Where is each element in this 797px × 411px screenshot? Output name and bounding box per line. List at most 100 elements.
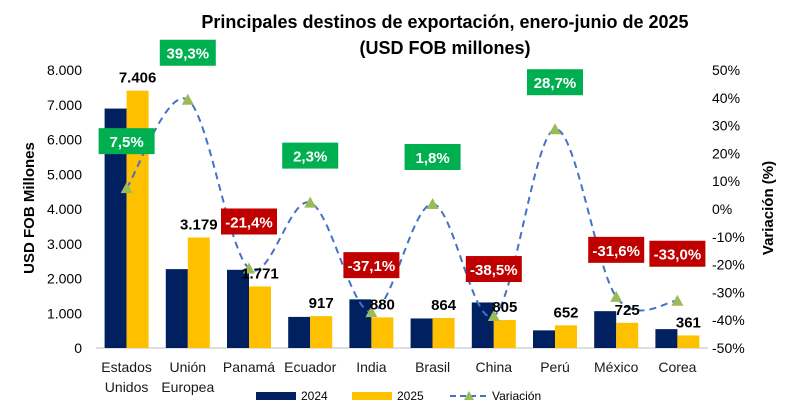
variation-marker: [365, 306, 378, 318]
y-tick-label: 2.000: [47, 271, 82, 287]
y2-tick-label: -40%: [712, 312, 745, 328]
bar-2024: [165, 269, 188, 348]
y-tick-label: 5.000: [47, 166, 82, 182]
bar-2025-value-label: 805: [492, 299, 517, 316]
variation-marker: [671, 294, 684, 306]
variation-label: -37,1%: [348, 258, 396, 275]
y2-tick-label: -50%: [712, 340, 745, 356]
variation-marker: [610, 290, 623, 302]
variation-label-box: [649, 240, 706, 267]
bar-2025: [249, 286, 271, 348]
bar-2024: [104, 108, 127, 348]
bar-2025: [432, 317, 455, 348]
y2-tick-label: 30%: [712, 118, 740, 134]
y-tick-label: 3.000: [47, 236, 82, 252]
x-category-label: Panamá: [223, 359, 275, 375]
variation-marker: [243, 262, 255, 274]
variation-label: 2,3%: [293, 149, 327, 166]
variation-line: [125, 97, 678, 318]
bar-2025: [187, 237, 210, 348]
x-category-label: Unidos: [105, 379, 149, 395]
bars-layer: [104, 90, 700, 348]
bar-2025-value-label: 1.771: [241, 265, 279, 282]
bar-2024: [288, 316, 311, 348]
legend-label-2025: 2025: [397, 389, 424, 403]
legend-label-variacion: Variación: [492, 389, 541, 403]
variation-marker: [549, 123, 561, 135]
variation-label: 1,8%: [415, 150, 449, 167]
variation-label: -21,4%: [225, 214, 273, 231]
bar-2025-value-label: 864: [431, 297, 457, 314]
variation-label: 28,7%: [534, 75, 577, 92]
x-category-label: Corea: [658, 359, 696, 375]
bar-2025-value-label: 880: [370, 296, 395, 313]
y-tick-label: 6.000: [47, 132, 82, 148]
bar-2025-value-label: 917: [309, 295, 334, 312]
legend: 2024 2025 Variación: [256, 389, 541, 403]
variation-label: -38,5%: [470, 262, 518, 279]
bar-2025: [677, 335, 700, 348]
bar-2025: [371, 317, 394, 348]
legend-marker-variacion: [464, 391, 474, 400]
bar-2025-value-label: 652: [553, 304, 578, 321]
axes-layer: 0 1.000 2.000 3.000 4.000 5.000 6.000 7.000 8.00…: [47, 62, 745, 395]
bar-2025: [310, 316, 333, 348]
x-category-label: México: [594, 359, 639, 375]
y2-tick-label: -30%: [712, 284, 745, 300]
chart-subtitle: (USD FOB millones): [359, 38, 530, 58]
x-category-label: Perú: [540, 359, 570, 375]
y-tick-label: 7.000: [47, 97, 82, 113]
variation-marker: [181, 93, 194, 105]
variation-label-box: [404, 143, 461, 170]
y2-tick-label: 0%: [712, 201, 732, 217]
x-category-label: China: [476, 359, 513, 375]
variation-label: -31,6%: [592, 243, 640, 260]
y2-tick-label: 20%: [712, 145, 740, 161]
y2-tick-label: 40%: [712, 90, 740, 106]
y2-tick-label: 50%: [712, 62, 740, 78]
y-tick-label: 4.000: [47, 201, 82, 217]
bar-2024: [227, 269, 249, 348]
y-tick-label: 0: [74, 340, 82, 356]
y2-tick-label: -10%: [712, 229, 745, 245]
bar-2025-value-label: 725: [615, 302, 640, 319]
y2-axis-title: Variación (%): [760, 161, 777, 255]
y-tick-label: 8.000: [47, 62, 82, 78]
variation-marker: [304, 196, 317, 208]
y-tick-label: 1.000: [47, 305, 82, 321]
legend-label-2024: 2024: [301, 389, 328, 403]
legend-swatch-2025: [352, 392, 392, 400]
x-category-label: Estados: [101, 359, 152, 375]
variation-label: 7,5%: [109, 134, 143, 151]
y2-tick-label: 10%: [712, 173, 740, 189]
variation-label: 39,3%: [167, 46, 210, 63]
bar-2025: [616, 322, 639, 348]
bar-2024: [349, 299, 372, 348]
x-category-label: Brasil: [415, 359, 450, 375]
variation-label-box: [465, 256, 522, 283]
bar-2024: [533, 330, 555, 348]
chart-title: Principales destinos de exportación, ene…: [201, 12, 688, 32]
x-category-label: Unión: [170, 359, 207, 375]
variation-label-box: [343, 252, 400, 279]
bar-2024: [594, 311, 617, 348]
variation-marker: [120, 182, 133, 194]
variation-label-box: [588, 236, 645, 263]
variation-marker: [487, 310, 500, 322]
variation-line-layer: [120, 93, 684, 322]
legend-swatch-2024: [256, 392, 296, 400]
y-axis-title: USD FOB Millones: [21, 142, 38, 274]
variation-label-box: [221, 208, 277, 235]
bar-2025: [493, 320, 516, 348]
bar-2024: [471, 302, 494, 348]
bar-2025-value-label: 7.406: [119, 70, 157, 87]
x-category-label: Europea: [161, 379, 214, 395]
bar-2024: [410, 318, 433, 348]
bar-2024: [655, 329, 678, 348]
variation-label-box: [98, 128, 155, 155]
data-labels-layer: 7.406 3.179 1.771 917 880 864 805 652 725 361 7,5%…: [98, 39, 706, 331]
y2-tick-label: -20%: [712, 257, 745, 273]
variation-label-box: [282, 142, 339, 169]
